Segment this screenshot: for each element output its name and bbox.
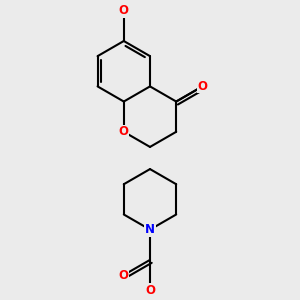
Text: O: O: [119, 268, 129, 281]
Text: N: N: [145, 223, 155, 236]
Text: O: O: [119, 125, 129, 138]
Text: O: O: [119, 4, 129, 17]
Text: O: O: [145, 284, 155, 297]
Text: O: O: [197, 80, 207, 93]
